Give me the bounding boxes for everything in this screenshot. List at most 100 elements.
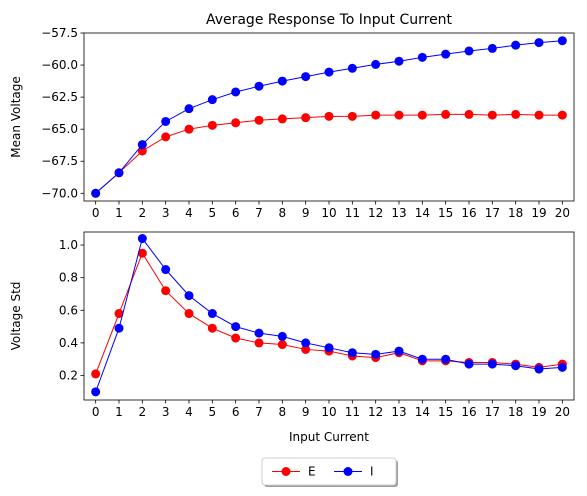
- chart1-y-tick-label: 0.8: [59, 271, 78, 285]
- chart1-series-E-point: [254, 338, 264, 348]
- chart0-x-tick-label: 5: [209, 206, 217, 220]
- chart1-x-tick-label: 7: [255, 405, 263, 419]
- chart1-series-E-point: [114, 309, 124, 319]
- chart0-y-tick-label: −67.5: [41, 154, 78, 168]
- chart1-series-I-line: [95, 237, 563, 393]
- chart0-series-E-point: [184, 124, 194, 134]
- chart1-series-I-point: [137, 234, 147, 244]
- chart0-series-E-point: [254, 115, 264, 125]
- chart0-series-E-point: [417, 110, 427, 120]
- chart0-x-tick-label: 14: [415, 206, 430, 220]
- chart1-x-tick-label: 1: [115, 405, 123, 419]
- chart0-x-tick-label: 15: [438, 206, 453, 220]
- chart0-x-tick-label: 1: [115, 206, 123, 220]
- chart0-series-I-point: [184, 104, 194, 114]
- chart1-series-E-point: [184, 309, 194, 319]
- chart1-series-I-point: [114, 323, 124, 333]
- chart0-series-I-point: [231, 87, 241, 97]
- chart0-series-I-point: [277, 76, 287, 86]
- chart0-x-tick-label: 3: [162, 206, 170, 220]
- chart0-x-tick-label: 8: [279, 206, 287, 220]
- chart0-x-tick-label: 13: [391, 206, 406, 220]
- chart0-x-tick-label: 2: [139, 206, 147, 220]
- chart0-series-I-point: [207, 95, 217, 105]
- chart1-x-tick-label: 19: [531, 405, 546, 419]
- chart1-y-tick-label: 0.4: [59, 336, 78, 350]
- chart1-series-I-point: [231, 322, 241, 332]
- chart0-series-E-point: [557, 110, 567, 120]
- chart1-series-E-point: [137, 248, 147, 258]
- chart0-series-E-line: [95, 113, 563, 194]
- chart0-series-I-point: [371, 59, 381, 69]
- chart0-series-I-point: [161, 116, 171, 126]
- chart0-series-E-point: [161, 132, 171, 142]
- chart0-series-E-point: [301, 113, 311, 123]
- legend-E-marker: [281, 467, 291, 476]
- chart0-x-tick-label: 20: [555, 206, 570, 220]
- chart-panel-voltage-std: 0 1 2 3 4 5 6 7 8 9 10 11 12 13 14 15 16 17 18 19 200.20.40.…: [9, 231, 575, 444]
- chart1-series-I-point: [324, 343, 334, 353]
- chart1-x-tick-label: 11: [345, 405, 360, 419]
- chart0-series-E-point: [511, 109, 521, 119]
- chart1-x-tick-label: 9: [302, 405, 310, 419]
- chart1-series-E-point: [277, 340, 287, 350]
- chart0-series-E-point: [394, 110, 404, 120]
- chart1-series-E-point: [207, 323, 217, 333]
- chart1-series-I-point: [557, 362, 567, 372]
- chart1-series-I-point: [394, 346, 404, 356]
- chart0-x-tick-label: 18: [508, 206, 523, 220]
- chart1-x-tick-label: 8: [279, 405, 287, 419]
- chart1-series-I-point: [184, 291, 194, 301]
- legend-box: [261, 457, 397, 486]
- chart0-y-tick-label: −65.0: [41, 122, 78, 136]
- chart1-plot-frame: [83, 231, 575, 401]
- chart1-series-I-point: [161, 265, 171, 275]
- chart1-series-I-point: [487, 359, 497, 369]
- chart1-series-I-point: [347, 348, 357, 358]
- chart0-series-E-point: [441, 109, 451, 119]
- chart0-series-E-point: [534, 110, 544, 120]
- chart1-x-tick-label: 3: [162, 405, 170, 419]
- chart1-series-I-point: [371, 349, 381, 359]
- legend-E-label: E: [308, 465, 316, 479]
- chart1-x-axis-label: Input Current: [289, 430, 369, 444]
- chart0-series-E-point: [277, 114, 287, 124]
- chart1-x-tick-label: 16: [461, 405, 476, 419]
- chart1-x-tick-label: 17: [485, 405, 500, 419]
- chart0-y-tick-label: −60.0: [41, 58, 78, 72]
- chart1-x-tick-label: 12: [368, 405, 383, 419]
- chart0-series-E-point: [207, 120, 217, 130]
- chart0-x-tick-label: 11: [345, 206, 360, 220]
- chart1-y-tick-label: 1.0: [59, 238, 78, 252]
- chart1-x-tick-label: 14: [415, 405, 430, 419]
- chart0-series-I-point: [347, 63, 357, 73]
- legend-I-marker: [343, 467, 353, 476]
- chart1-series-I-point: [464, 359, 474, 369]
- chart1-series-E-point: [91, 369, 101, 379]
- chart1-x-tick-label: 18: [508, 405, 523, 419]
- chart1-x-tick-label: 13: [391, 405, 406, 419]
- chart0-series-I-point: [394, 56, 404, 66]
- chart0-y-axis-label: Mean Voltage: [9, 76, 23, 158]
- chart0-x-tick-label: 12: [368, 206, 383, 220]
- chart0-y-tick-label: −70.0: [41, 186, 78, 200]
- chart0-series-I-point: [464, 46, 474, 56]
- chart1-series-I-point: [207, 309, 217, 319]
- chart1-series-I-point: [511, 361, 521, 371]
- chart0-series-I-point: [557, 36, 567, 46]
- chart0-series-I: [91, 36, 567, 198]
- chart0-series-I-point: [441, 49, 451, 59]
- chart0-x-tick-label: 10: [321, 206, 336, 220]
- chart0-series-I-point: [534, 38, 544, 48]
- chart1-y-tick-label: 0.6: [59, 303, 78, 317]
- chart0-y-tick-label: −57.5: [41, 26, 78, 40]
- chart0-series-I-point: [114, 168, 124, 178]
- chart0-x-tick-label: 19: [531, 206, 546, 220]
- chart1-y-tick-label: 0.2: [59, 369, 78, 383]
- chart0-series-I-point: [324, 67, 334, 77]
- chart1-x-tick-label: 0: [92, 405, 100, 419]
- chart0-series-E-point: [231, 118, 241, 128]
- chart1-series-I-point: [534, 364, 544, 374]
- chart0-x-tick-label: 9: [302, 206, 310, 220]
